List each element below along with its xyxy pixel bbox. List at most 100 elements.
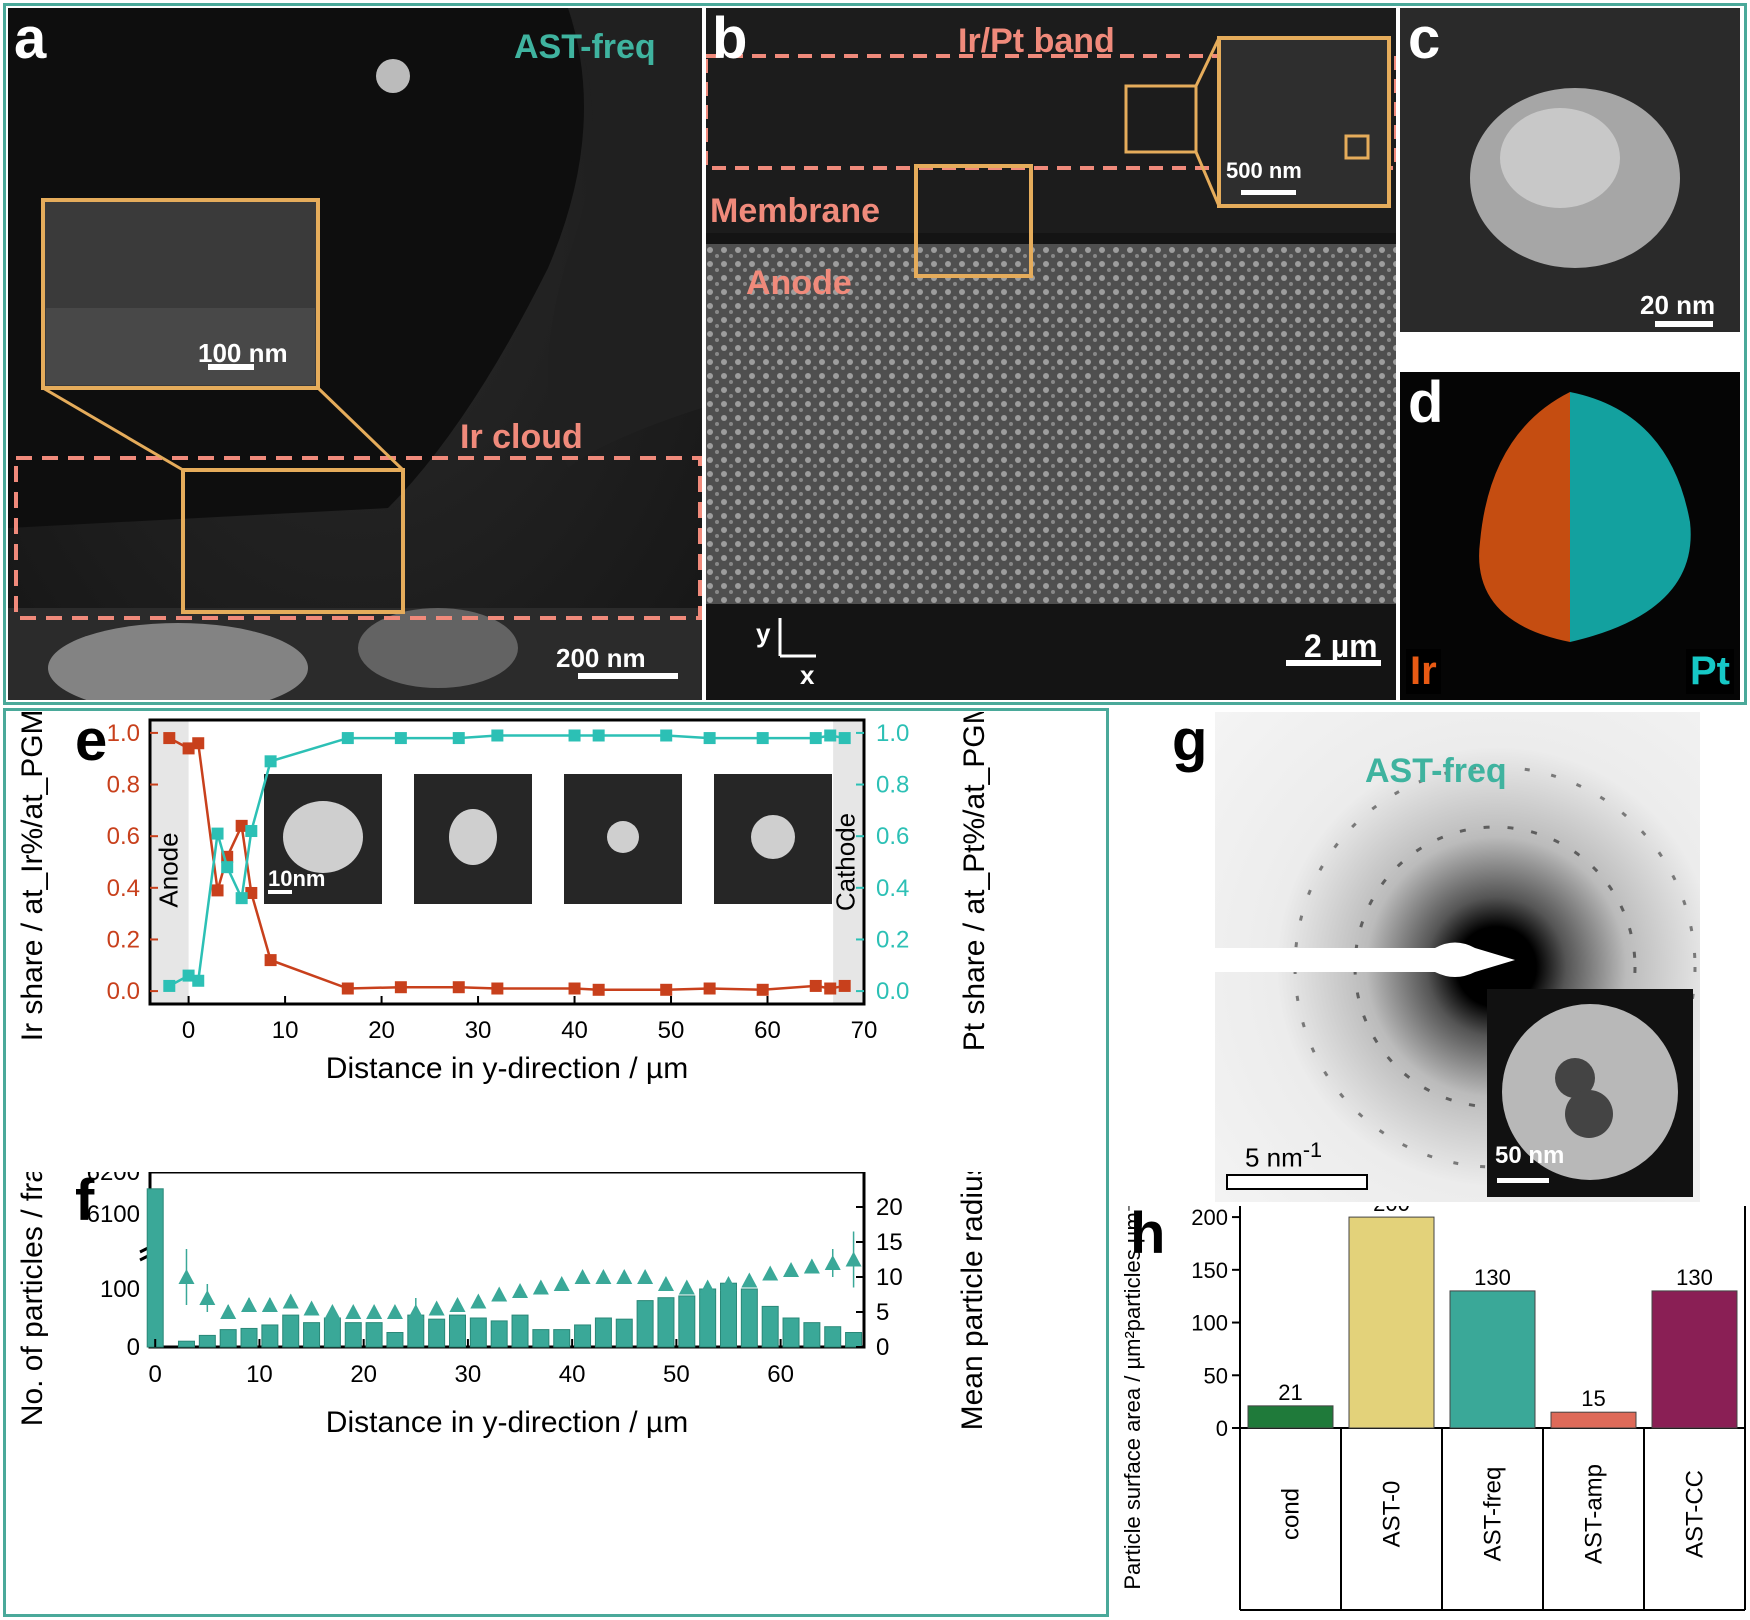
particle-count-bar bbox=[657, 1297, 675, 1348]
y-left-tick-label: 0.6 bbox=[107, 823, 140, 850]
cathode-region-label: Cathode bbox=[831, 813, 861, 911]
y-left-axis-label: Ir share / at_Ir%/at_PGM% bbox=[16, 712, 49, 1041]
particle-count-bar bbox=[594, 1317, 612, 1348]
panel-letter: e bbox=[75, 708, 108, 773]
series-0-point bbox=[660, 983, 673, 996]
radius-point bbox=[282, 1293, 299, 1309]
anode-region bbox=[150, 720, 189, 1004]
particle-count-bar bbox=[845, 1332, 863, 1348]
radius-point bbox=[762, 1265, 779, 1281]
radius-point bbox=[178, 1269, 195, 1284]
chart-e: Anode Cathode 10nm 0 10 20 30 40 50 60 70 0.0 0.0 0.2… bbox=[16, 712, 991, 1085]
category-label: AST-freq bbox=[1480, 1467, 1507, 1562]
particle-count-bar bbox=[678, 1295, 696, 1348]
x-tick-label: 70 bbox=[851, 1017, 878, 1044]
particle-count-bar bbox=[448, 1314, 466, 1348]
series-1-point bbox=[235, 892, 248, 905]
panel-d-art bbox=[1479, 392, 1691, 642]
series-0-point bbox=[756, 983, 769, 996]
data-label: 15 bbox=[1581, 1386, 1605, 1411]
axis-y-label: y bbox=[756, 618, 771, 648]
x-tick-label: 50 bbox=[663, 1361, 690, 1388]
category-label: AST-amp bbox=[1581, 1464, 1608, 1564]
radius-point bbox=[428, 1300, 445, 1316]
main-scale-label: 200 nm bbox=[556, 643, 646, 673]
series-1-point bbox=[809, 732, 822, 745]
y-right-tick-label: 15 bbox=[876, 1229, 903, 1256]
particle-blob bbox=[376, 59, 410, 93]
main-scale-label: 5 nm-1 bbox=[1245, 1137, 1322, 1174]
y-left-tick-label: 0.2 bbox=[107, 926, 140, 953]
particle-count-bar bbox=[761, 1305, 779, 1348]
radius-point bbox=[574, 1269, 591, 1284]
particle-count-bar bbox=[615, 1318, 633, 1348]
series-0-point bbox=[809, 979, 822, 992]
series-0-point bbox=[245, 886, 258, 899]
particle-count-bar bbox=[699, 1288, 717, 1348]
particle-count-bar bbox=[146, 1188, 164, 1348]
panel-letter: f bbox=[75, 1168, 95, 1233]
particle-shape bbox=[449, 809, 497, 865]
y-left-tick-label: 100 bbox=[100, 1276, 140, 1303]
inset-scalebar bbox=[268, 890, 292, 894]
data-label: 130 bbox=[1676, 1265, 1713, 1290]
radius-point bbox=[532, 1279, 549, 1295]
surface-area-bar bbox=[1550, 1411, 1637, 1429]
panel-a-image: a AST-freq Ir cloud 100 nm 200 nm bbox=[8, 8, 702, 700]
radius-point bbox=[678, 1279, 695, 1295]
y-left-tick-label: 0.4 bbox=[107, 875, 140, 902]
radius-point bbox=[261, 1297, 278, 1312]
bottom-left-frame bbox=[3, 708, 1109, 1617]
y-right-tick-label: 0.4 bbox=[876, 875, 909, 902]
anode-label: Anode bbox=[746, 264, 852, 302]
axis-x-label: x bbox=[800, 660, 815, 690]
series-1-point bbox=[192, 974, 205, 987]
panel-c-image: c 20 nm bbox=[1400, 8, 1740, 332]
pt-label: Pt bbox=[1686, 649, 1734, 694]
y-left-tick-label: 1.0 bbox=[107, 720, 140, 747]
y-axis-label: Particle surface area / µm²particles µm⁻… bbox=[1120, 1206, 1145, 1590]
surface-area-bar bbox=[1449, 1290, 1536, 1429]
series-1-point bbox=[163, 979, 176, 992]
series-1-point bbox=[824, 729, 837, 742]
surface-area-bar bbox=[1348, 1216, 1435, 1429]
y-tick-label: 0 bbox=[1216, 1416, 1228, 1441]
particle-count-bar bbox=[344, 1322, 362, 1348]
panel-a-art bbox=[8, 8, 702, 700]
x-tick-label: 20 bbox=[350, 1361, 377, 1388]
y-left-tick-label: 6200 bbox=[87, 1172, 140, 1186]
surface-area-bar bbox=[1651, 1290, 1738, 1429]
series-0-point bbox=[568, 982, 581, 995]
particle-count-bar bbox=[574, 1324, 592, 1348]
main-scale-value: 5 nm bbox=[1245, 1142, 1303, 1173]
series-1-point bbox=[341, 732, 354, 745]
y-tick-label: 50 bbox=[1204, 1363, 1228, 1388]
particle-count-bar bbox=[803, 1322, 821, 1348]
series-1-point bbox=[452, 732, 465, 745]
data-label: 200 bbox=[1373, 1206, 1410, 1216]
series-0-point bbox=[491, 982, 504, 995]
radius-point bbox=[803, 1258, 820, 1274]
particle-count-bar bbox=[177, 1340, 195, 1348]
plot-frame bbox=[148, 718, 866, 1006]
chart-f: 0 10 20 30 40 50 60 0 100 6100 6200 0 5 10 15 20 Distanc… bbox=[16, 1172, 989, 1439]
particle-count-bar bbox=[511, 1314, 529, 1348]
x-tick-label: 50 bbox=[658, 1017, 685, 1044]
series-0-point bbox=[182, 742, 195, 755]
series-0-point bbox=[824, 982, 837, 995]
y-right-tick-label: 0.0 bbox=[876, 978, 909, 1005]
series-0-point bbox=[211, 884, 224, 897]
radius-point bbox=[783, 1262, 800, 1277]
radius-point bbox=[345, 1304, 362, 1319]
particle-count-bar bbox=[240, 1327, 258, 1348]
radius-point bbox=[616, 1269, 633, 1284]
radius-point bbox=[366, 1304, 383, 1319]
series-0-point bbox=[838, 979, 851, 992]
radius-point bbox=[303, 1300, 320, 1316]
data-label: 21 bbox=[1278, 1380, 1302, 1405]
x-tick-label: 10 bbox=[246, 1361, 273, 1388]
y-tick-label: 200 bbox=[1191, 1206, 1228, 1230]
x-tick-label: 60 bbox=[754, 1017, 781, 1044]
radius-point bbox=[741, 1272, 758, 1288]
x-tick-label: 0 bbox=[149, 1361, 162, 1388]
